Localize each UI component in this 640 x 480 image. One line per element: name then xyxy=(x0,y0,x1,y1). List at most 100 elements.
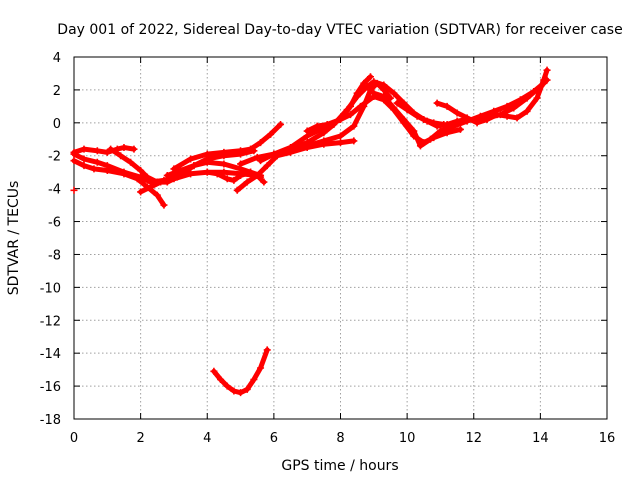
data-point xyxy=(223,175,231,183)
data-point xyxy=(243,385,251,393)
data-point xyxy=(163,171,171,179)
data-point xyxy=(203,158,211,166)
y-tick-label: 4 xyxy=(53,51,61,66)
data-point xyxy=(107,145,115,153)
x-tick-label: 8 xyxy=(336,431,344,446)
chart-title: Day 001 of 2022, Sidereal Day-to-day VTE… xyxy=(57,22,622,38)
y-tick-label: 2 xyxy=(53,84,61,99)
data-point xyxy=(350,137,358,145)
data-point xyxy=(247,168,255,176)
data-point xyxy=(263,162,271,170)
data-point xyxy=(277,120,285,128)
data-point xyxy=(540,76,548,84)
y-tick-label: -18 xyxy=(40,413,61,428)
data-point xyxy=(243,178,251,186)
data-point xyxy=(260,178,268,186)
data-point xyxy=(503,112,511,120)
x-axis-label: GPS time / hours xyxy=(281,458,398,474)
data-point xyxy=(433,122,441,130)
data-point xyxy=(523,94,531,102)
data-point xyxy=(230,176,238,184)
data-point xyxy=(137,167,145,175)
data-point xyxy=(390,104,398,112)
y-tick-label: -16 xyxy=(40,380,61,395)
data-point xyxy=(93,147,101,155)
x-tick-label: 14 xyxy=(532,431,549,446)
data-point xyxy=(253,171,261,179)
x-tick-label: 6 xyxy=(270,431,278,446)
data-point xyxy=(413,112,421,120)
data-point xyxy=(423,117,431,125)
data-point xyxy=(80,145,88,153)
data-point xyxy=(320,129,328,137)
data-point xyxy=(70,157,78,165)
data-point xyxy=(433,99,441,107)
data-point xyxy=(170,165,178,173)
data-point xyxy=(247,145,255,153)
data-point xyxy=(337,132,344,140)
data-point xyxy=(137,188,145,196)
data-point xyxy=(230,387,238,395)
data-point xyxy=(257,157,265,165)
data-point xyxy=(380,81,388,89)
data-point xyxy=(410,127,418,135)
y-tick-label: -14 xyxy=(40,347,61,362)
data-point xyxy=(483,116,491,124)
data-point xyxy=(257,139,265,147)
data-point xyxy=(363,83,371,91)
series-18 xyxy=(70,186,78,194)
x-tick-label: 10 xyxy=(399,431,416,446)
data-point xyxy=(117,152,125,160)
data-point xyxy=(187,155,195,163)
data-point xyxy=(130,145,138,153)
data-point xyxy=(70,186,78,194)
data-point xyxy=(443,120,451,128)
data-point xyxy=(127,158,135,166)
data-point xyxy=(210,367,218,375)
y-tick-label: 0 xyxy=(53,117,61,132)
data-point xyxy=(380,92,388,100)
data-point xyxy=(203,168,211,176)
data-point xyxy=(93,158,101,166)
x-tick-label: 12 xyxy=(465,431,482,446)
x-tick-label: 16 xyxy=(599,431,616,446)
data-point xyxy=(366,73,374,81)
data-point xyxy=(270,150,278,158)
data-point xyxy=(220,148,228,156)
data-point xyxy=(543,66,551,74)
data-point xyxy=(443,102,451,110)
data-point xyxy=(456,125,464,133)
data-point xyxy=(203,150,211,158)
data-point xyxy=(80,155,88,163)
series-14-trace xyxy=(371,80,547,149)
data-point xyxy=(217,376,225,384)
data-point xyxy=(220,160,228,168)
data-point xyxy=(237,389,245,397)
y-tick-label: -6 xyxy=(48,216,61,231)
y-tick-label: -2 xyxy=(48,150,61,165)
data-point xyxy=(346,111,354,119)
data-point xyxy=(157,178,165,186)
y-tick-labels: 4 2 0 -2 -4 -6 -8 -10 -12 -14 -16 -18 xyxy=(40,51,61,428)
data-point xyxy=(313,122,321,130)
data-point xyxy=(190,162,198,170)
data-point xyxy=(253,153,261,161)
data-point xyxy=(323,120,331,128)
data-point xyxy=(237,160,245,168)
data-point xyxy=(390,89,398,97)
data-point xyxy=(533,94,541,102)
data-point xyxy=(403,106,411,114)
data-point xyxy=(523,107,531,115)
y-axis-label: SDTVAR / TECUs xyxy=(6,181,22,296)
data-point xyxy=(263,346,271,354)
data-point xyxy=(353,92,361,100)
data-point xyxy=(436,127,444,135)
data-point xyxy=(356,102,364,110)
data-point xyxy=(370,89,378,97)
data-point xyxy=(177,167,185,175)
data-point xyxy=(120,170,128,178)
data-point xyxy=(237,147,245,155)
x-tick-labels: 0 2 4 6 8 10 12 14 16 xyxy=(70,431,615,446)
data-point xyxy=(303,127,311,135)
